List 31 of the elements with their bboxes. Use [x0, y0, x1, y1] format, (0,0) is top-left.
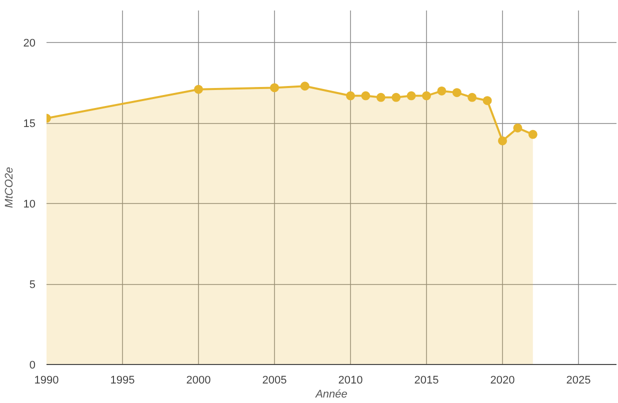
point — [376, 92, 386, 102]
point — [452, 88, 462, 98]
x-tick-label: 2000 — [186, 374, 211, 386]
point — [468, 92, 477, 102]
x-tick-label: 1990 — [34, 374, 59, 386]
point — [361, 91, 370, 100]
x-tick-label: 2025 — [566, 374, 591, 386]
point — [346, 91, 355, 100]
x-tick-label: 2015 — [414, 374, 439, 386]
y-tick-label: 20 — [23, 38, 36, 50]
y-tick-label: 0 — [29, 360, 36, 372]
x-tick-label: 2020 — [490, 374, 515, 386]
point — [194, 84, 203, 94]
point — [437, 86, 446, 96]
point — [422, 91, 431, 100]
point — [270, 83, 279, 92]
point — [406, 91, 416, 100]
point — [513, 123, 522, 132]
x-tick-label: 2005 — [262, 374, 287, 386]
point — [528, 130, 538, 139]
y-axis-title: MtCO2e — [3, 167, 16, 208]
y-tick-label: 5 — [29, 279, 36, 292]
y-tick-label: 10 — [23, 198, 36, 211]
point — [482, 96, 492, 106]
x-tick-label: 1995 — [110, 374, 135, 386]
point — [392, 92, 401, 102]
x-tick-label: 2010 — [338, 374, 363, 386]
y-tick-label: 15 — [23, 118, 36, 130]
point — [498, 136, 507, 146]
x-axis-title: Année — [314, 388, 348, 400]
point — [300, 82, 310, 91]
